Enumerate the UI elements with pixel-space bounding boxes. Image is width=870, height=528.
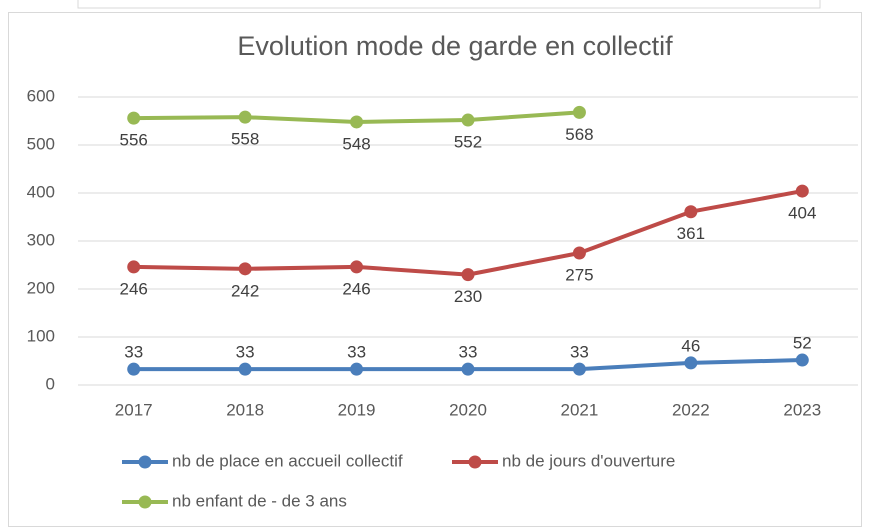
x-tick-label: 2022: [672, 400, 710, 419]
y-tick-label: 400: [27, 182, 55, 201]
chart-title: Evolution mode de garde en collectif: [237, 31, 673, 61]
x-tick-label: 2021: [561, 400, 599, 419]
data-label: 556: [120, 131, 148, 150]
legend-marker: [468, 455, 482, 469]
data-label: 552: [454, 133, 482, 152]
legend-marker: [138, 495, 152, 509]
marker: [238, 262, 252, 276]
legend-marker: [138, 455, 152, 469]
legend-label: nb enfant de - de 3 ans: [172, 491, 347, 510]
top-box: [77, 0, 821, 9]
marker: [795, 353, 809, 367]
y-tick-label: 100: [27, 326, 55, 345]
x-tick-label: 2017: [115, 400, 153, 419]
marker: [350, 115, 364, 129]
marker: [572, 362, 586, 376]
x-tick-label: 2018: [226, 400, 264, 419]
marker: [572, 105, 586, 119]
data-label: 46: [681, 336, 700, 355]
data-label: 242: [231, 281, 259, 300]
data-label: 33: [459, 343, 478, 362]
marker: [350, 362, 364, 376]
marker: [238, 362, 252, 376]
data-label: 568: [565, 125, 593, 144]
data-label: 275: [565, 265, 593, 284]
marker: [238, 110, 252, 124]
marker: [127, 260, 141, 274]
marker: [684, 356, 698, 370]
marker: [795, 184, 809, 198]
data-label: 558: [231, 130, 259, 149]
marker: [572, 246, 586, 260]
data-label: 33: [124, 343, 143, 362]
data-label: 230: [454, 287, 482, 306]
marker: [127, 362, 141, 376]
data-label: 33: [570, 343, 589, 362]
marker: [461, 113, 475, 127]
marker: [461, 362, 475, 376]
x-tick-label: 2019: [338, 400, 376, 419]
data-label: 361: [677, 224, 705, 243]
marker: [350, 260, 364, 274]
y-tick-label: 600: [27, 86, 55, 105]
data-label: 52: [793, 334, 812, 353]
data-label: 246: [120, 279, 148, 298]
marker: [684, 205, 698, 219]
data-label: 246: [342, 279, 370, 298]
data-label: 548: [342, 134, 370, 153]
legend-label: nb de jours d'ouverture: [502, 451, 675, 470]
data-label: 404: [788, 204, 816, 223]
data-label: 33: [236, 343, 255, 362]
x-tick-label: 2023: [783, 400, 821, 419]
legend-label: nb de place en accueil collectif: [172, 451, 403, 470]
y-tick-label: 500: [27, 134, 55, 153]
y-tick-label: 0: [46, 374, 55, 393]
data-label: 33: [347, 343, 366, 362]
x-tick-label: 2020: [449, 400, 487, 419]
marker: [127, 111, 141, 125]
y-tick-label: 200: [27, 278, 55, 297]
chart-frame: [8, 12, 862, 527]
marker: [461, 268, 475, 282]
y-tick-label: 300: [27, 230, 55, 249]
